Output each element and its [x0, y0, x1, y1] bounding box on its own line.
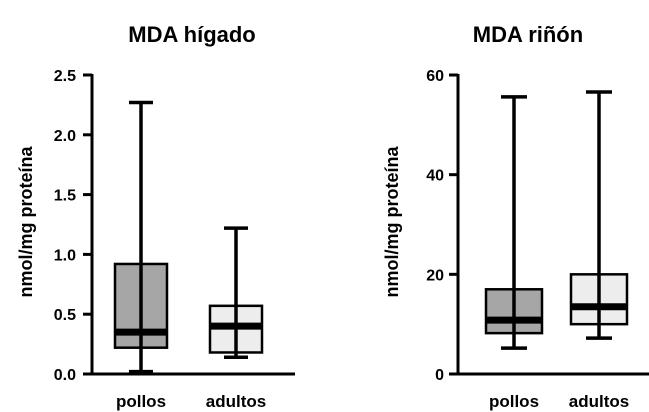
- y-tick-label: 0.0: [54, 367, 76, 384]
- y-tick-label: 0.5: [54, 307, 76, 324]
- y-tick-label: 1.5: [54, 188, 76, 205]
- chart-title-liver: MDA hígado: [128, 22, 256, 47]
- y-tick-label: 20: [426, 267, 444, 284]
- y-tick-label: 2.5: [54, 68, 76, 85]
- y-tick-label: 60: [426, 68, 444, 85]
- y-tick-label: 2.0: [54, 128, 76, 145]
- chart-title-kidney: MDA riñón: [473, 22, 583, 47]
- chart-panel-liver: MDA hígado nmol/mg proteína 0.0 0.5 1.0 1.5…: [16, 22, 295, 411]
- x-category-label: adultos: [569, 392, 629, 411]
- chart-panel-kidney: MDA riñón nmol/mg proteína 0 20 40 60 pollos…: [382, 22, 649, 411]
- y-axis-label-liver: nmol/mg proteína: [16, 146, 36, 298]
- axes-kidney: 0 20 40 60 pollos adultos: [426, 68, 649, 411]
- y-axis-label-kidney: nmol/mg proteína: [382, 146, 402, 298]
- y-tick-label: 40: [426, 168, 444, 185]
- x-category-label: pollos: [489, 392, 539, 411]
- y-tick-label: 1.0: [54, 247, 76, 264]
- y-tick-label: 0: [435, 367, 444, 384]
- x-category-label: pollos: [116, 392, 166, 411]
- x-category-label: adultos: [206, 392, 266, 411]
- axes-liver: 0.0 0.5 1.0 1.5 2.0 2.5 pollos adultos: [54, 68, 295, 411]
